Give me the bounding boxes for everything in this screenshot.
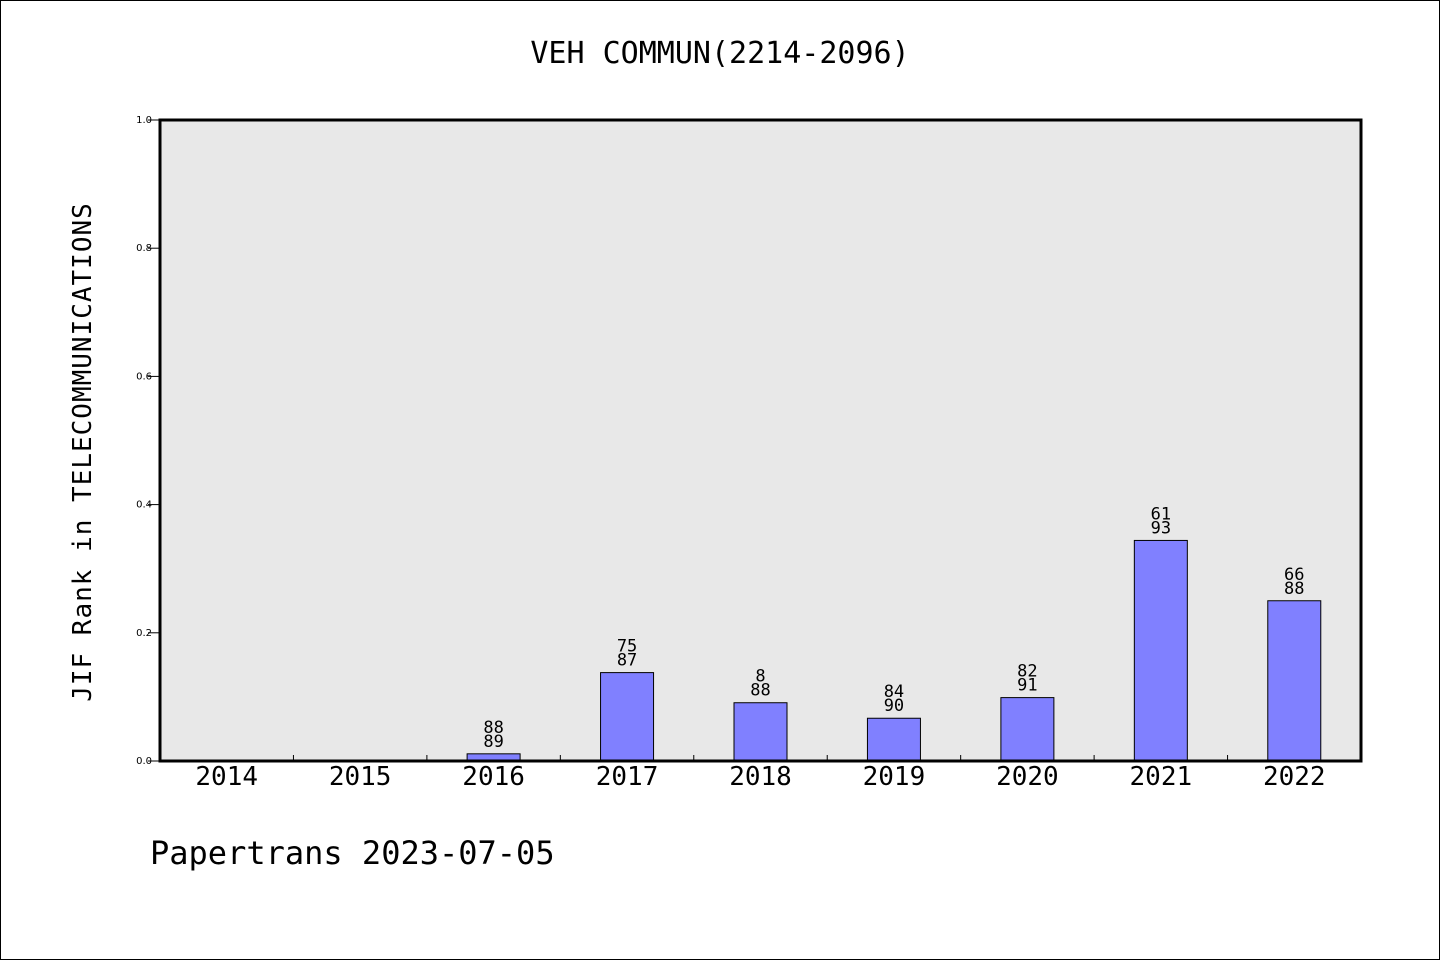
x-tick-label: 2021 (1130, 762, 1193, 792)
bar-2019 (866, 717, 921, 762)
bar-total-label: 90 (884, 696, 904, 716)
y-tick-label: 0.2 (136, 628, 152, 639)
ticks-layer: 0.0 0.2 0.4 0.6 0.8 1.0 2014 2015 2016 2017 2018 20… (136, 115, 1325, 792)
y-tick-label: 1.0 (136, 115, 152, 126)
bar-2022 (1267, 600, 1322, 762)
bars-layer (466, 539, 1322, 762)
x-tick-label: 2016 (462, 762, 525, 792)
x-tick-label: 2020 (996, 762, 1059, 792)
x-tick-label: 2018 (729, 762, 792, 792)
bar-total-label: 87 (617, 651, 637, 671)
bar-rank-label: 8 (755, 667, 765, 687)
bar-2017 (600, 672, 655, 762)
bar-rank-label: 66 (1284, 565, 1304, 585)
bar-total-label: 88 (750, 681, 770, 701)
y-tick-label: 0.6 (136, 371, 152, 382)
x-tick-label: 2022 (1263, 762, 1326, 792)
footer-note: Papertrans 2023-07-05 (150, 834, 555, 872)
plot-border (158, 118, 1363, 763)
bar-total-label: 91 (1017, 676, 1037, 696)
bar-rank-label: 84 (884, 682, 904, 702)
x-tick-label: 2019 (863, 762, 926, 792)
x-tick-label: 2017 (596, 762, 659, 792)
y-tick-label: 0.4 (136, 500, 152, 511)
bar-total-label: 89 (483, 732, 503, 752)
bar-rank-label: 75 (617, 637, 637, 657)
bar-total-label: 88 (1284, 579, 1304, 599)
bar-2021 (1133, 539, 1188, 762)
x-tick-label: 2014 (195, 762, 258, 792)
bar-total-label: 93 (1151, 518, 1171, 538)
bar-rank-label: 88 (483, 718, 503, 738)
y-tick-label: 0.8 (136, 243, 152, 254)
y-tick-label: 0.0 (136, 756, 152, 767)
chart-title: VEH COMMUN(2214-2096) (530, 36, 910, 71)
bar-rank-label: 82 (1017, 662, 1037, 682)
bar-2020 (1000, 697, 1055, 762)
bar-rank-label: 61 (1151, 504, 1171, 524)
x-tick-label: 2015 (329, 762, 392, 792)
bar-2018 (733, 702, 788, 762)
